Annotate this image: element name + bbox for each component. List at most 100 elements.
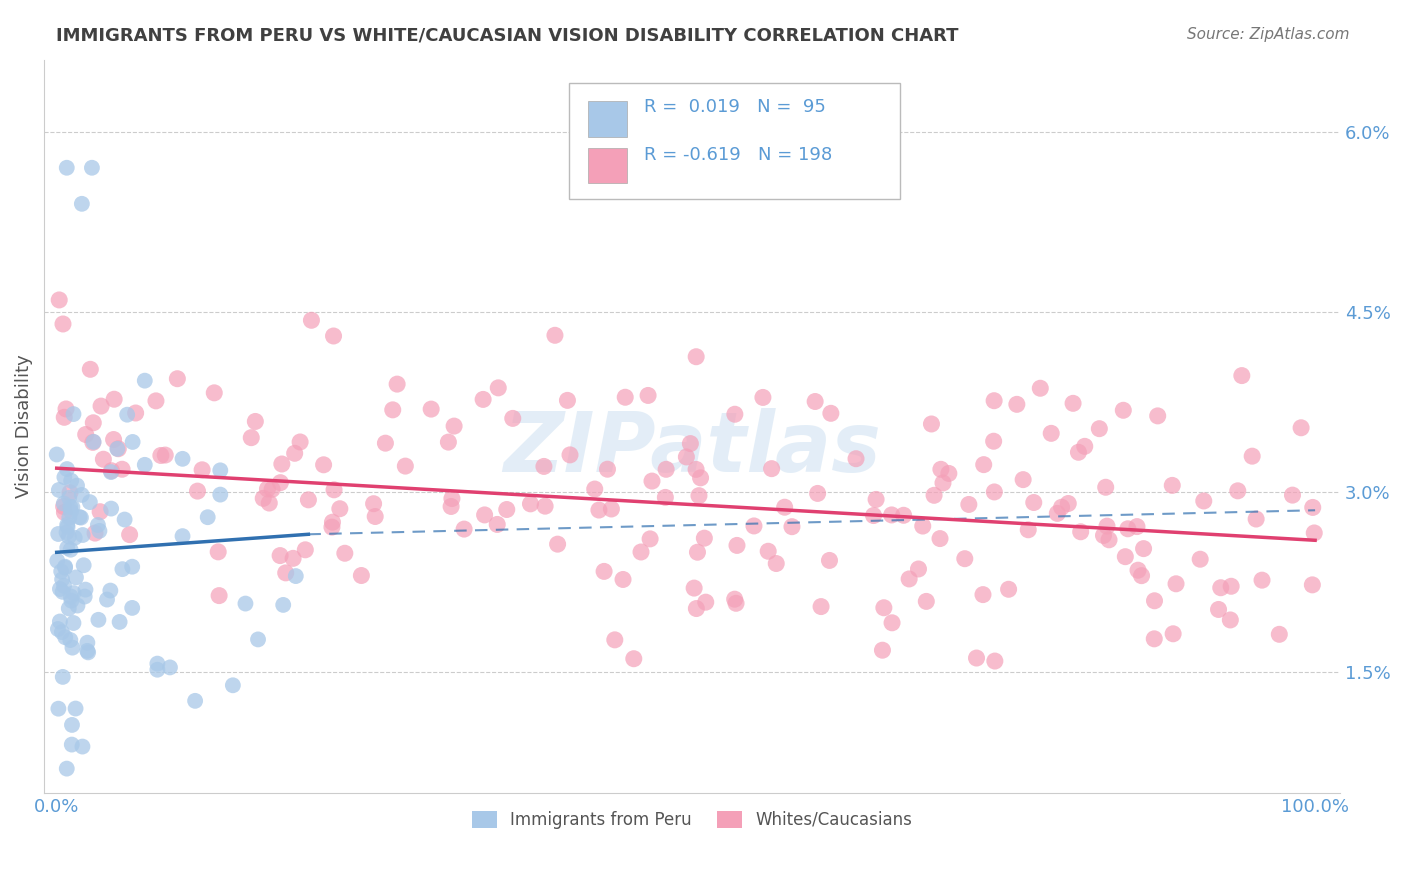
Point: [1112, 403, 1135, 417]
Point: [103, 392, 125, 407]
Point: [1095, 519, 1118, 533]
Point: [62, 615, 84, 630]
Point: [724, 592, 747, 607]
Point: [953, 551, 976, 566]
Point: [79, 362, 101, 376]
Point: [685, 462, 707, 476]
Point: [1281, 488, 1303, 502]
Point: [1057, 496, 1080, 510]
Point: [75, 427, 97, 442]
Point: [105, 442, 128, 456]
Point: [284, 446, 307, 460]
Point: [966, 651, 988, 665]
Point: [247, 632, 270, 647]
Point: [688, 489, 710, 503]
Point: [89, 505, 111, 519]
Point: [146, 657, 169, 671]
Point: [1219, 613, 1241, 627]
Point: [70, 488, 93, 502]
Point: [72, 528, 94, 542]
Point: [59, 633, 82, 648]
Point: [1126, 519, 1149, 533]
Point: [603, 632, 626, 647]
Point: [77, 645, 100, 659]
Point: [53, 560, 76, 574]
Point: [60, 500, 83, 514]
Point: [1094, 480, 1116, 494]
Point: [929, 462, 952, 476]
Point: [107, 442, 129, 456]
Point: [997, 582, 1019, 597]
Point: [58, 601, 80, 615]
Point: [1192, 494, 1215, 508]
Point: [880, 508, 903, 522]
Point: [51, 572, 73, 586]
Point: [209, 487, 232, 501]
Point: [240, 431, 263, 445]
Point: [472, 392, 495, 407]
Point: [323, 483, 346, 497]
Point: [374, 436, 396, 450]
Point: [207, 545, 229, 559]
Text: R = -0.619   N = 198: R = -0.619 N = 198: [644, 146, 832, 164]
Point: [972, 588, 994, 602]
Point: [121, 434, 143, 449]
Point: [58, 491, 80, 505]
Point: [281, 551, 304, 566]
Point: [742, 519, 765, 533]
Point: [45, 448, 67, 462]
Point: [1088, 422, 1111, 436]
Point: [804, 394, 827, 409]
Point: [1067, 445, 1090, 459]
Bar: [589, 102, 627, 136]
Point: [583, 482, 606, 496]
Point: [269, 549, 291, 563]
Point: [1132, 541, 1154, 556]
Point: [118, 527, 141, 541]
Point: [689, 471, 711, 485]
Point: [48, 293, 70, 307]
Point: [495, 502, 517, 516]
Point: [121, 601, 143, 615]
Point: [46, 622, 69, 636]
Point: [920, 417, 942, 431]
Point: [756, 544, 779, 558]
Text: Source: ZipAtlas.com: Source: ZipAtlas.com: [1187, 27, 1350, 42]
Legend: Immigrants from Peru, Whites/Caucasians: Immigrants from Peru, Whites/Caucasians: [465, 804, 920, 836]
Point: [486, 517, 509, 532]
Point: [53, 505, 76, 519]
Text: R =  0.019   N =  95: R = 0.019 N = 95: [644, 98, 827, 116]
Point: [55, 762, 77, 776]
Point: [922, 488, 945, 502]
Point: [1098, 533, 1121, 547]
Point: [58, 529, 80, 543]
Bar: [589, 147, 627, 183]
Point: [96, 592, 118, 607]
Point: [1126, 563, 1149, 577]
Point: [62, 640, 84, 655]
Point: [1301, 578, 1323, 592]
Point: [56, 541, 79, 555]
Point: [56, 520, 79, 534]
Point: [845, 451, 868, 466]
Point: [1116, 522, 1139, 536]
Point: [321, 520, 343, 534]
Point: [270, 457, 292, 471]
Point: [437, 435, 460, 450]
Point: [93, 452, 115, 467]
Point: [274, 566, 297, 580]
Point: [48, 483, 70, 497]
Point: [70, 196, 93, 211]
Point: [984, 654, 1007, 668]
Point: [780, 519, 803, 533]
Point: [56, 517, 79, 532]
Point: [312, 458, 335, 472]
Point: [1226, 483, 1249, 498]
Point: [256, 482, 278, 496]
Point: [191, 463, 214, 477]
Point: [63, 531, 86, 545]
Point: [1062, 396, 1084, 410]
Point: [1303, 525, 1326, 540]
Point: [1289, 421, 1312, 435]
Point: [166, 372, 188, 386]
